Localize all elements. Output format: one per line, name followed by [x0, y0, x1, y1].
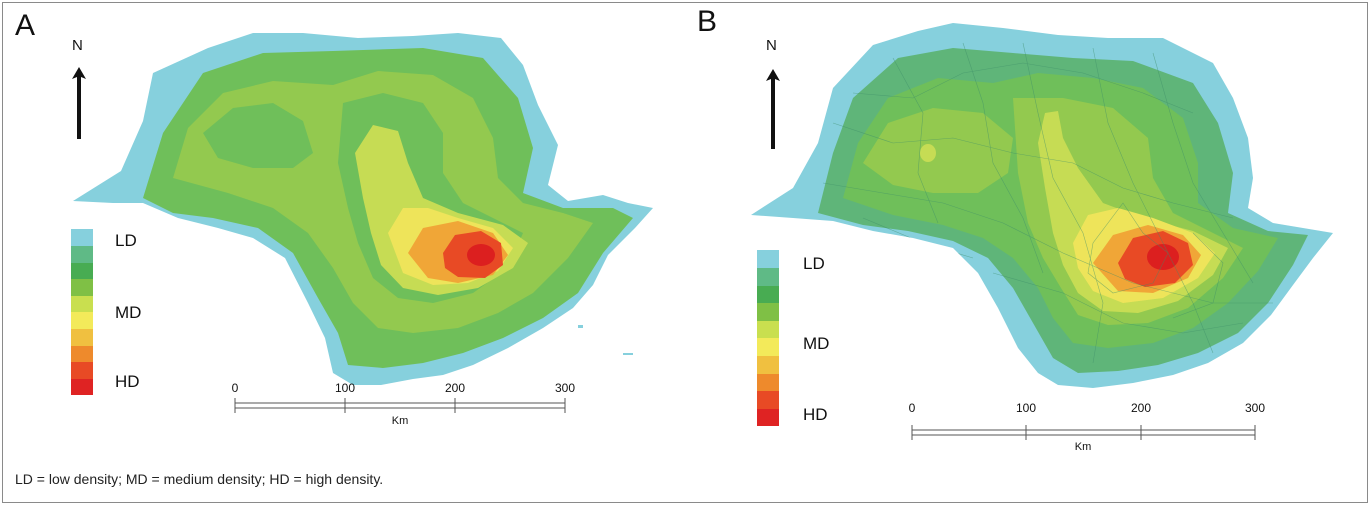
north-label: N: [766, 37, 777, 54]
legend-swatch: [757, 338, 779, 357]
legend-swatch: [757, 355, 779, 374]
scale-tick-label: 300: [1244, 401, 1266, 415]
north-label: N: [72, 37, 83, 54]
legend-label-high: HD: [803, 405, 828, 424]
north-arrow-icon: [72, 67, 86, 139]
scale-tick-label: 100: [1015, 401, 1037, 415]
legend-swatch: [757, 267, 779, 286]
scale-bar-line: [911, 425, 1256, 440]
scale-tick-label: 300: [554, 381, 576, 395]
figure-caption: LD = low density; MD = medium density; H…: [15, 471, 384, 487]
legend-swatch: [71, 262, 93, 280]
legend-swatch: [71, 278, 93, 296]
legend-label-high: HD: [115, 372, 140, 391]
legend-swatch: [757, 285, 779, 304]
scale-tick-label: 200: [444, 381, 466, 395]
legend-swatch: [71, 378, 93, 396]
scale-tick-label: 200: [1130, 401, 1152, 415]
north-arrow-icon: [766, 69, 780, 149]
scale-bar-line: [234, 398, 566, 413]
legend-swatch: [71, 312, 93, 330]
legend-swatch: [757, 390, 779, 409]
legend-swatch: [71, 361, 93, 379]
panel-letter: B: [697, 5, 718, 38]
legend-swatch: [71, 295, 93, 313]
panel-letter: A: [15, 9, 36, 42]
legend-label-medium: MD: [115, 303, 142, 322]
density-map-a: [73, 33, 653, 385]
density-core: [1147, 244, 1179, 270]
island-speck: [578, 325, 583, 328]
density-map-b: [751, 23, 1333, 388]
scale-unit: Km: [1074, 441, 1092, 453]
scale-bar: 0 100 200 300 Km: [908, 401, 1265, 453]
scale-tick-label: 0: [908, 401, 916, 415]
legend-swatch: [71, 345, 93, 363]
scale-unit: Km: [391, 415, 409, 427]
density-band-green-inner: [203, 103, 313, 168]
legend-swatch: [757, 408, 779, 427]
legend-swatch: [757, 373, 779, 392]
density-band-green-light: [863, 108, 1013, 193]
scale-bar: 0 100 200 300 Km: [231, 381, 576, 431]
legend-label-low: LD: [803, 254, 825, 273]
panel-a: A N LD MD HD 0 100 200 300 Km: [3, 3, 683, 458]
municipal-boundaries: [822, 42, 1273, 364]
legend-label-medium: MD: [803, 334, 830, 353]
island-speck: [623, 353, 633, 355]
legend-swatch: [71, 328, 93, 346]
legend-swatch: [71, 229, 93, 247]
density-hotspot-yellow: [920, 144, 936, 162]
legend: LD MD HD: [757, 250, 877, 430]
scale-tick-label: 0: [231, 381, 239, 395]
scale-tick-label: 100: [334, 381, 356, 395]
legend-swatch: [757, 302, 779, 321]
legend-swatch: [71, 245, 93, 263]
density-core: [467, 244, 495, 266]
legend: LD MD HD: [71, 229, 191, 399]
panel-b: B N LD MD HD 0 100 200 300 Km: [693, 3, 1367, 458]
legend-swatch: [757, 320, 779, 339]
legend-label-low: LD: [115, 231, 137, 250]
legend-swatch: [757, 250, 779, 269]
